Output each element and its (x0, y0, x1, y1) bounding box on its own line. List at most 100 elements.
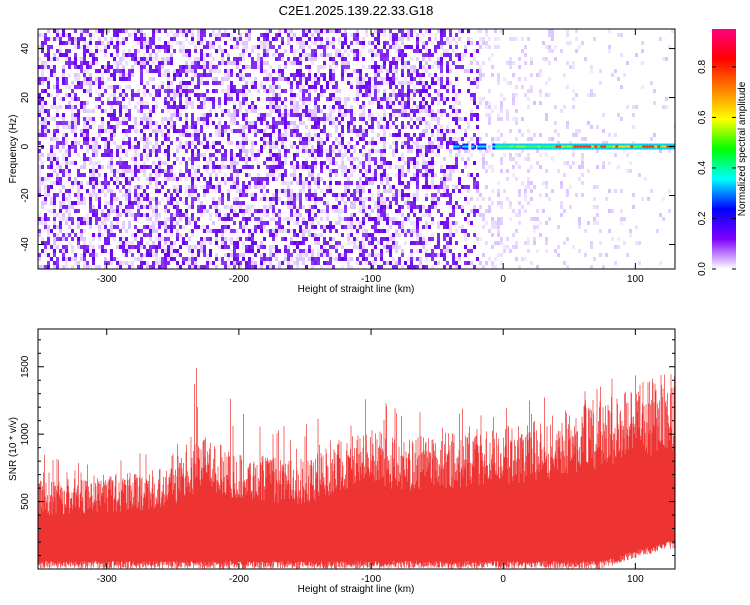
heatmap-cell (101, 73, 104, 77)
heatmap-cell (143, 33, 146, 37)
heatmap-cell (167, 217, 170, 221)
heatmap-cell (98, 41, 101, 45)
heatmap-cell (224, 245, 227, 249)
heatmap-cell (452, 85, 455, 89)
heatmap-cell (416, 37, 419, 41)
heatmap-cell (323, 65, 326, 69)
heatmap-cell (56, 57, 59, 61)
heatmap-cell (479, 65, 482, 69)
heatmap-cell (332, 257, 335, 261)
heatmap-cell (227, 69, 230, 73)
heatmap-cell (191, 41, 194, 45)
heatmap-cell (155, 249, 158, 253)
heatmap-cell (470, 221, 473, 225)
heatmap-cell (305, 177, 308, 181)
heatmap-cell (50, 65, 53, 69)
heatmap-cell (74, 257, 77, 261)
heatmap-cell (254, 153, 257, 157)
heatmap-cell (392, 37, 395, 41)
heatmap-cell (455, 153, 458, 157)
heatmap-cell (77, 265, 80, 269)
heatmap-cell (182, 237, 185, 241)
heatmap-cell (236, 261, 239, 265)
heatmap-cell (167, 57, 170, 61)
heatmap-cell (410, 65, 413, 69)
heatmap-cell (329, 77, 332, 81)
heatmap-cell (149, 57, 152, 61)
heatmap-cell (182, 53, 185, 57)
heatmap-cell (374, 169, 377, 173)
heatmap-cell (206, 65, 209, 69)
heatmap-cell (452, 49, 455, 53)
heatmap-cell (317, 185, 320, 189)
heatmap-cell (158, 225, 161, 229)
heatmap-cell (389, 165, 392, 169)
heatmap-cell (314, 81, 317, 85)
heatmap-cell (410, 149, 413, 153)
heatmap-cell (179, 145, 182, 149)
heatmap-cell (152, 245, 155, 249)
heatmap-cell (239, 37, 242, 41)
heatmap-cell (131, 205, 134, 209)
heatmap-cell (149, 41, 152, 45)
heatmap-cell (347, 181, 350, 185)
heatmap-cell (425, 249, 428, 253)
heatmap-cell (119, 189, 122, 193)
heatmap-cell (290, 81, 293, 85)
heatmap-cell (389, 69, 392, 73)
heatmap-cell (395, 217, 398, 221)
heatmap-cell (461, 169, 464, 173)
heatmap-cell (305, 65, 308, 69)
heatmap-cell (290, 129, 293, 133)
heatmap-cell (416, 141, 419, 145)
heatmap-cell (407, 81, 410, 85)
heatmap-cell (281, 53, 284, 57)
heatmap-cell (242, 193, 245, 197)
heatmap-cell (335, 249, 338, 253)
heatmap-cell (416, 41, 419, 45)
heatmap-cell (281, 173, 284, 177)
heatmap-cell (218, 181, 221, 185)
heatmap-cell (410, 161, 413, 165)
heatmap-cell (401, 173, 404, 177)
heatmap-cell (278, 249, 281, 253)
heatmap-cell (353, 157, 356, 161)
heatmap-cell (398, 49, 401, 53)
heatmap-cell (392, 133, 395, 137)
heatmap-cell (491, 53, 494, 57)
heatmap-cell (263, 49, 266, 53)
heatmap-cell (260, 113, 263, 117)
heatmap-cell (80, 29, 83, 33)
heatmap-cell (170, 97, 173, 101)
heatmap-cell (140, 137, 143, 141)
heatmap-cell (344, 101, 347, 105)
heatmap-cell (98, 245, 101, 249)
heatmap-cell (269, 133, 272, 137)
heatmap-cell (266, 229, 269, 233)
heatmap-cell (164, 205, 167, 209)
heatmap-cell (38, 153, 41, 157)
heatmap-cell (152, 209, 155, 213)
heatmap-cell (362, 37, 365, 41)
heatmap-cell (383, 149, 386, 153)
heatmap-cell (257, 225, 260, 229)
heatmap-cell (98, 145, 101, 149)
heatmap-cell (284, 229, 287, 233)
heatmap-cell (230, 261, 233, 265)
heatmap-cell (314, 37, 317, 41)
heatmap-cell (440, 145, 443, 149)
heatmap-cell (224, 77, 227, 81)
heatmap-cell (374, 237, 377, 241)
heatmap-cell (203, 229, 206, 233)
heatmap-cell (248, 89, 251, 93)
heatmap-cell (107, 125, 110, 129)
heatmap-cell (317, 173, 320, 177)
heatmap-cell (137, 57, 140, 61)
heatmap-cell (335, 65, 338, 69)
heatmap-cell (185, 81, 188, 85)
heatmap-cell (365, 133, 368, 137)
heatmap-cell (329, 173, 332, 177)
heatmap-cell (248, 105, 251, 109)
heatmap-cell (308, 57, 311, 61)
heatmap-cell (203, 241, 206, 245)
